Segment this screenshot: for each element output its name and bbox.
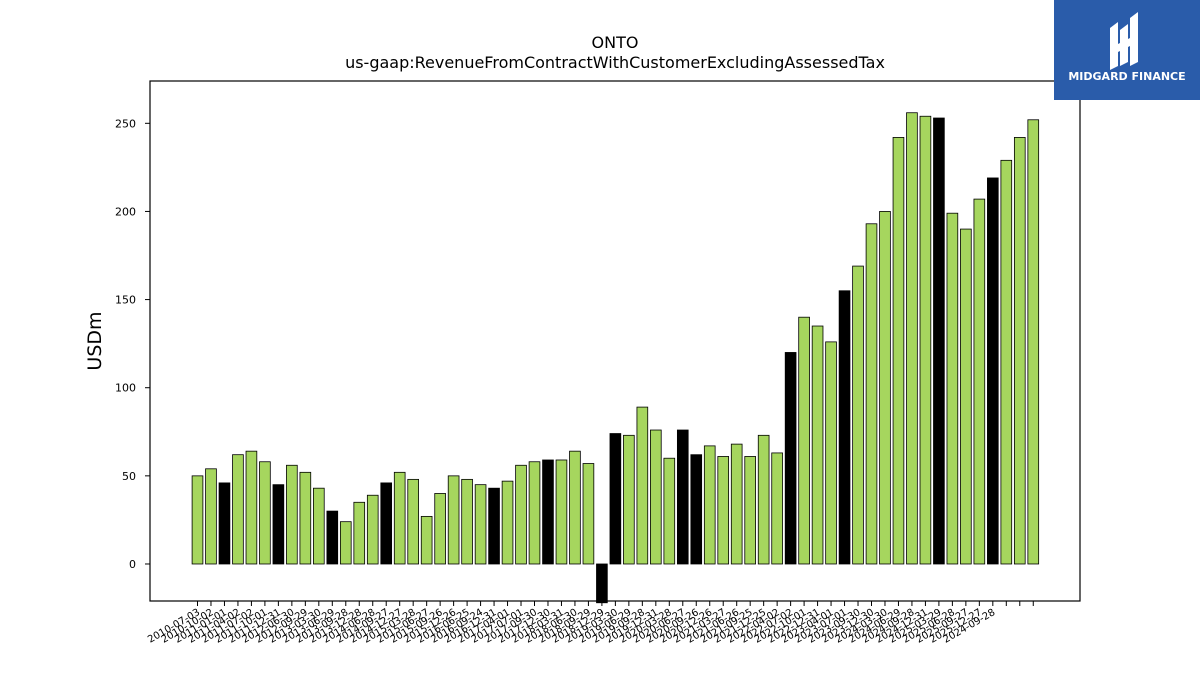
bar bbox=[973, 198, 986, 565]
bar bbox=[623, 434, 635, 565]
midgard-finance-logo: MIDGARD FINANCE bbox=[1054, 0, 1200, 100]
y-tick-label: 150 bbox=[115, 294, 136, 307]
bar bbox=[892, 137, 905, 565]
bar bbox=[771, 452, 783, 565]
bar bbox=[730, 443, 743, 565]
bar bbox=[366, 494, 379, 565]
bar bbox=[515, 464, 527, 565]
bar bbox=[987, 177, 999, 565]
bar bbox=[218, 482, 231, 565]
bar bbox=[919, 115, 932, 565]
x-axis: 2010-07-032010-10-022011-01-012011-04-02… bbox=[146, 601, 1034, 646]
bar bbox=[1000, 159, 1013, 565]
chart-title: ONTO bbox=[591, 33, 639, 52]
bar bbox=[798, 316, 810, 565]
bar bbox=[299, 471, 312, 565]
bar bbox=[272, 484, 285, 565]
bar bbox=[191, 475, 204, 565]
bar bbox=[380, 482, 393, 565]
y-axis-label: USDm bbox=[84, 311, 106, 370]
bar bbox=[609, 433, 622, 565]
bars bbox=[191, 112, 1040, 604]
bar bbox=[933, 117, 945, 565]
bar bbox=[744, 456, 756, 565]
bar bbox=[339, 521, 352, 565]
bar bbox=[676, 429, 689, 565]
chart-subtitle: us-gaap:RevenueFromContractWithCustomerE… bbox=[345, 53, 885, 72]
logo-text: MIDGARD FINANCE bbox=[1068, 70, 1185, 83]
y-axis: 0 50 100 150 200 250 bbox=[115, 117, 150, 571]
bar bbox=[663, 457, 676, 565]
bar bbox=[879, 211, 891, 565]
bar bbox=[447, 475, 460, 565]
bar bbox=[1013, 137, 1026, 565]
bar bbox=[865, 223, 878, 565]
bar bbox=[393, 471, 406, 565]
bar bbox=[569, 450, 581, 565]
bar bbox=[205, 468, 217, 565]
bar bbox=[784, 352, 797, 565]
bar bbox=[811, 325, 824, 565]
bar bbox=[703, 445, 716, 565]
bar bbox=[420, 515, 433, 565]
bar bbox=[245, 450, 258, 565]
y-tick-label: 0 bbox=[129, 558, 136, 571]
bar bbox=[946, 212, 959, 565]
bar bbox=[474, 484, 487, 565]
y-tick-label: 50 bbox=[122, 470, 136, 483]
bar bbox=[232, 454, 244, 565]
bar bbox=[1027, 119, 1040, 565]
bar bbox=[434, 493, 446, 565]
y-tick-label: 100 bbox=[115, 382, 136, 395]
bar bbox=[461, 478, 473, 565]
bar bbox=[555, 459, 568, 565]
bar bbox=[313, 487, 325, 565]
bar bbox=[286, 464, 298, 565]
bar bbox=[838, 290, 851, 565]
bar bbox=[259, 461, 271, 565]
bar bbox=[353, 501, 366, 565]
bar bbox=[960, 228, 972, 565]
bar bbox=[636, 406, 649, 565]
bar bbox=[488, 487, 500, 565]
bar bbox=[825, 341, 837, 565]
bar bbox=[906, 112, 918, 565]
logo-emblem-icon bbox=[1110, 12, 1138, 70]
bar bbox=[407, 478, 419, 565]
y-tick-label: 200 bbox=[115, 205, 136, 218]
bar bbox=[596, 563, 608, 604]
bar bbox=[528, 461, 541, 565]
bar bbox=[326, 510, 339, 565]
y-tick-label: 250 bbox=[115, 117, 136, 130]
bar bbox=[852, 265, 864, 565]
bar bbox=[690, 454, 703, 565]
bar bbox=[757, 434, 770, 565]
bar bbox=[582, 463, 595, 565]
bar bbox=[650, 429, 662, 565]
bar bbox=[542, 459, 554, 565]
bar bbox=[717, 456, 730, 565]
bar bbox=[501, 480, 514, 565]
